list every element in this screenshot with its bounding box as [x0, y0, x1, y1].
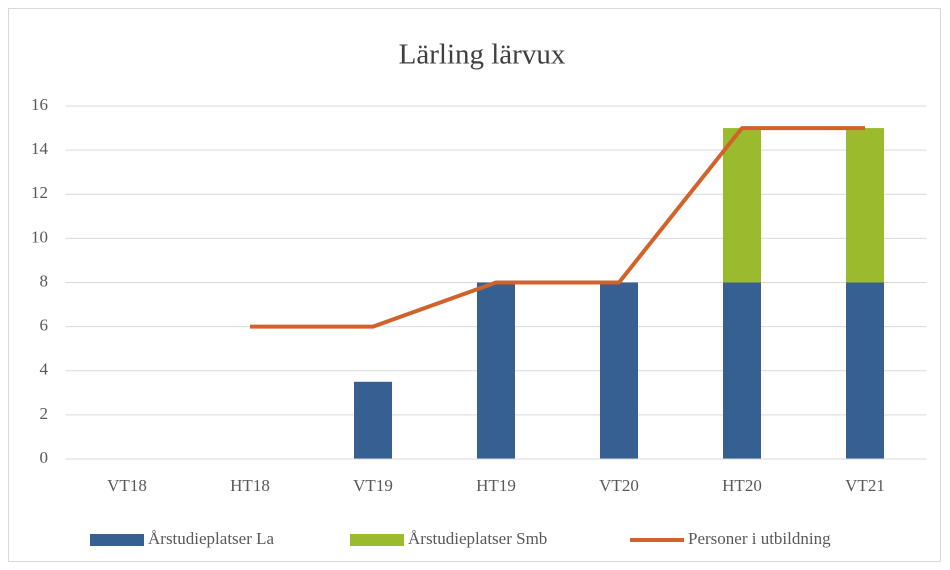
bar — [354, 381, 392, 459]
legend-swatch — [350, 534, 404, 546]
bar — [600, 282, 638, 459]
y-tick-label: 6 — [40, 316, 49, 335]
y-tick-label: 4 — [40, 360, 49, 379]
chart-border — [8, 8, 941, 562]
legend-swatch — [90, 534, 144, 546]
legend-label: Årstudieplatser Smb — [408, 529, 547, 548]
y-tick-label: 16 — [31, 95, 48, 114]
x-tick-label: VT20 — [599, 476, 639, 495]
legend-label: Personer i utbildning — [688, 529, 831, 548]
x-tick-label: HT18 — [230, 476, 270, 495]
x-tick-label: VT21 — [845, 476, 885, 495]
chart-title: Lärling lärvux — [399, 39, 566, 71]
bar — [723, 128, 761, 283]
x-tick-label: VT19 — [353, 476, 393, 495]
line — [250, 126, 865, 329]
x-tick-label: HT19 — [476, 476, 516, 495]
bar — [723, 282, 761, 459]
bar — [477, 282, 515, 459]
y-tick-label: 14 — [31, 139, 49, 158]
x-tick-label: VT18 — [107, 476, 147, 495]
y-tick-label: 8 — [40, 271, 49, 290]
y-tick-label: 12 — [31, 183, 48, 202]
y-tick-label: 10 — [31, 227, 48, 246]
legend-label: Årstudieplatser La — [148, 529, 274, 548]
x-tick-label: HT20 — [722, 476, 762, 495]
bar — [846, 282, 884, 459]
y-tick-label: 0 — [40, 448, 49, 467]
bar — [846, 128, 884, 283]
y-tick-label: 2 — [40, 404, 49, 423]
